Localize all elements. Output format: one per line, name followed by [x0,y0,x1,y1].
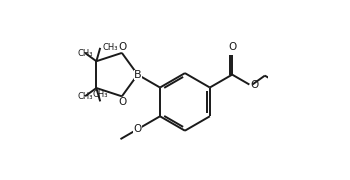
Text: B: B [134,70,141,80]
Text: CH₃: CH₃ [102,43,118,52]
Text: O: O [228,42,236,52]
Text: O: O [118,42,126,52]
Text: CH₃: CH₃ [77,49,93,58]
Text: CH₃: CH₃ [92,90,108,99]
Text: CH₃: CH₃ [77,92,93,101]
Text: O: O [118,97,126,107]
Text: O: O [250,80,258,89]
Text: O: O [134,124,142,134]
